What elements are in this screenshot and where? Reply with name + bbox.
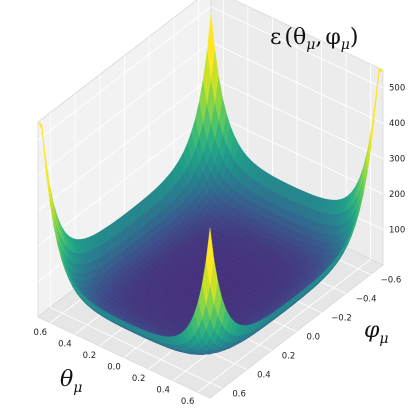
chart-title: ε (θμ, φμ) — [270, 25, 358, 53]
y-tick-label: −0.6 — [381, 276, 402, 286]
x-axis-label: θμ — [60, 367, 82, 396]
x-tick-label: 0.4 — [58, 339, 72, 349]
left-wall-grid-z — [37, 41, 212, 176]
x-tick-label: 0.4 — [156, 386, 170, 396]
x-tick-label: 0.2 — [132, 374, 146, 384]
left-wall-grid-z — [37, 77, 212, 211]
y-tick-label: 0.2 — [282, 352, 296, 362]
y-tick-label: −0.2 — [331, 314, 352, 324]
left-wall-grid-z — [37, 112, 212, 247]
x-tick-label: 0.2 — [83, 351, 97, 361]
right-wall-grid-z — [210, 6, 384, 89]
z-tick-label: 400 — [389, 119, 405, 129]
y-tick-label: 0.0 — [307, 333, 321, 343]
left-wall-grid-z — [37, 6, 212, 141]
floor-grid-y — [50, 307, 223, 389]
z-tick-label: 500 — [389, 84, 405, 94]
x-tick-label: 0.6 — [181, 397, 195, 407]
right-wall-grid-z — [210, 41, 384, 124]
x-tick-labels: 0.6 0.4 0.2 0.0 0.2 0.4 0.6 — [34, 328, 195, 407]
y-tick-label: −0.4 — [356, 295, 377, 305]
y-tick-labels: 0.6 0.4 0.2 0.0 −0.2 −0.4 −0.6 — [232, 276, 401, 400]
x-tick-label: 0.0 — [107, 363, 121, 373]
y-tick-label: 0.4 — [257, 371, 271, 381]
y-tick-label: 0.6 — [232, 390, 246, 400]
y-axis-label: φμ — [364, 318, 389, 347]
x-tick-label: 0.6 — [34, 328, 48, 338]
z-tick-label: 100 — [389, 226, 405, 236]
z-tick-label: 300 — [389, 155, 405, 165]
right-wall-grid-z — [210, 112, 384, 195]
z-tick-label: 200 — [389, 190, 405, 200]
surface-mesh — [37, 13, 384, 355]
surface-cell — [205, 227, 215, 286]
z-tick-labels: 100 200 300 400 500 — [389, 84, 405, 236]
right-wall-grid-z — [210, 77, 384, 160]
